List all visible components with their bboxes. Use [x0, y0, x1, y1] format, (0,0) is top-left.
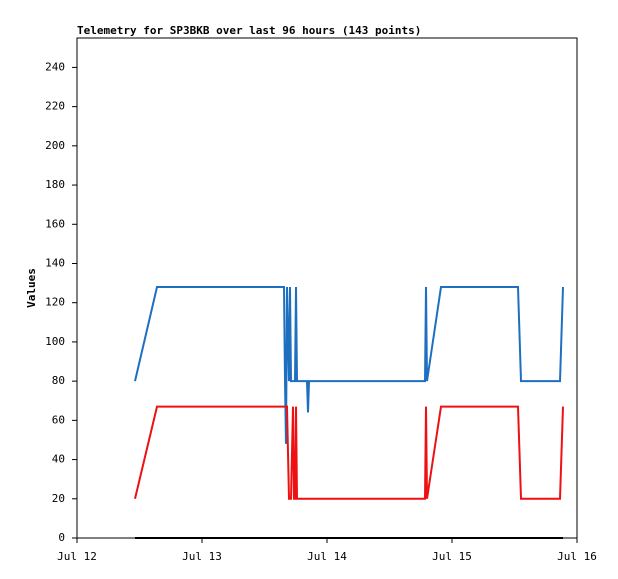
x-tick-label: Jul 12 [57, 550, 97, 563]
y-tick-label: 120 [45, 296, 65, 309]
y-tick-label: 20 [52, 492, 65, 505]
y-tick-label: 140 [45, 256, 65, 269]
y-tick-label: 200 [45, 139, 65, 152]
x-tick-label: Jul 15 [432, 550, 472, 563]
y-tick-label: 60 [52, 413, 65, 426]
y-tick-label: 220 [45, 100, 65, 113]
y-tick-label: 160 [45, 217, 65, 230]
y-tick-label: 100 [45, 335, 65, 348]
y-tick-label: 40 [52, 453, 65, 466]
x-tick-label: Jul 14 [307, 550, 347, 563]
y-tick-label: 180 [45, 178, 65, 191]
y-tick-label: 80 [52, 374, 65, 387]
series-line [134, 405, 564, 500]
chart-title: Telemetry for SP3BKB over last 96 hours … [77, 24, 421, 37]
y-tick-label: 0 [58, 531, 65, 544]
y-tick-label: 240 [45, 60, 65, 73]
x-tick-label: Jul 16 [557, 550, 597, 563]
series-line [134, 286, 564, 444]
y-axis-label: Values [25, 268, 38, 308]
x-tick-label: Jul 13 [182, 550, 222, 563]
